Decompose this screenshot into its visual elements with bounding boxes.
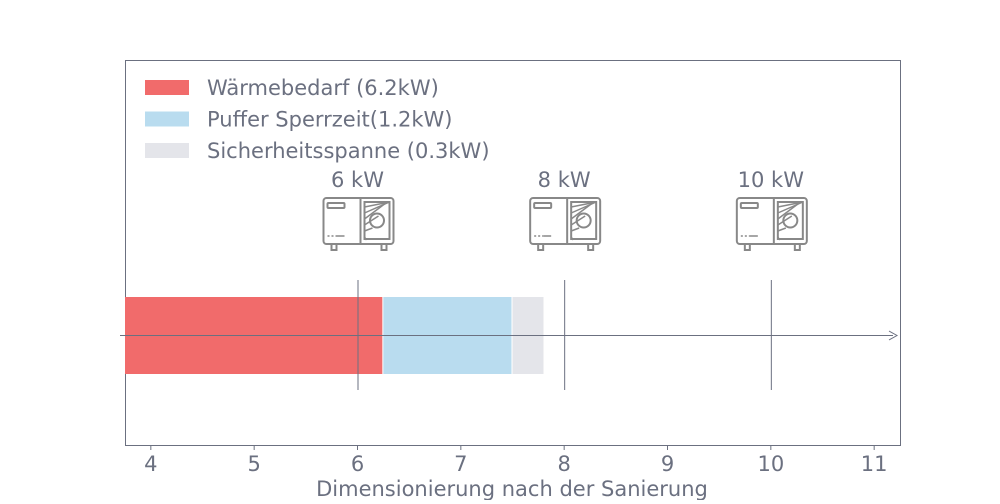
marker-label: 8 kW bbox=[538, 168, 591, 192]
heat-pump-icon bbox=[735, 197, 808, 251]
legend-label: Puffer Sperrzeit(1.2kW) bbox=[207, 108, 453, 132]
x-tick-label: 4 bbox=[144, 452, 157, 476]
heat-pump-icon bbox=[322, 197, 395, 251]
x-tick-label: 9 bbox=[661, 452, 674, 476]
heat-pump-icon bbox=[529, 197, 602, 251]
legend-swatch bbox=[145, 143, 189, 158]
x-tick-label: 6 bbox=[351, 452, 364, 476]
marker-label: 6 kW bbox=[331, 168, 384, 192]
legend-label: Wärmebedarf (6.2kW) bbox=[207, 76, 439, 100]
x-tick-label: 11 bbox=[861, 452, 888, 476]
legend-swatch bbox=[145, 80, 189, 95]
plot-frame bbox=[125, 60, 901, 446]
x-axis-label: Dimensionierung nach der Sanierung bbox=[316, 477, 708, 500]
marker-label: 10 kW bbox=[738, 168, 805, 192]
x-tick-label: 7 bbox=[454, 452, 467, 476]
x-tick-label: 5 bbox=[247, 452, 260, 476]
x-tick-label: 10 bbox=[757, 452, 784, 476]
arrow-head bbox=[888, 330, 899, 341]
legend-swatch bbox=[145, 111, 189, 127]
x-tick-label: 8 bbox=[557, 452, 570, 476]
legend-label: Sicherheitsspanne (0.3kW) bbox=[207, 139, 490, 163]
